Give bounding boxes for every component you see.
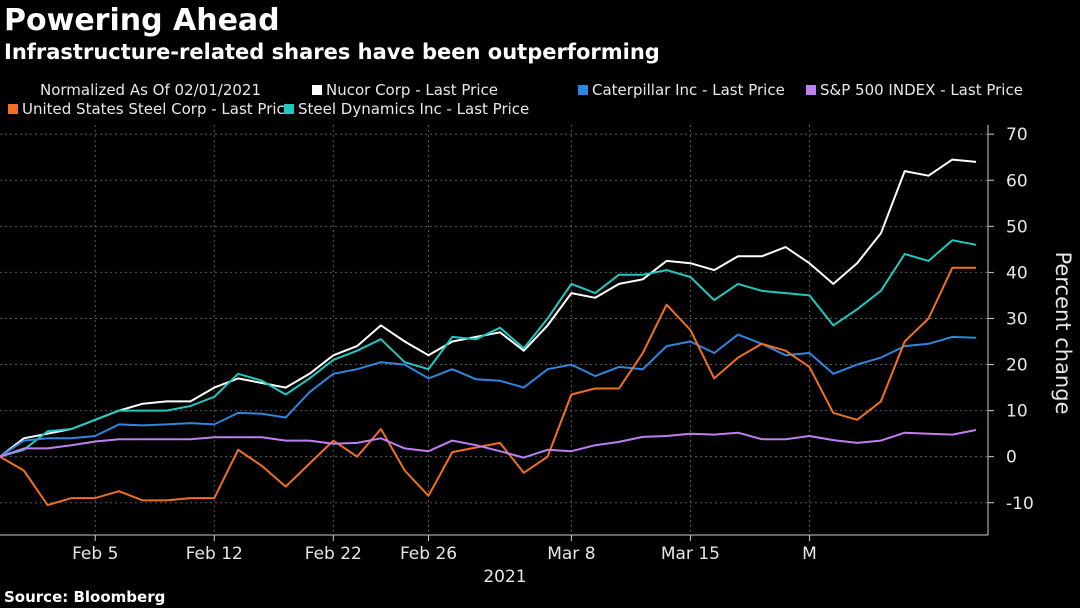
y-tick-label: 20 bbox=[1006, 356, 1028, 376]
legend-item-steel-dynamics: Steel Dynamics Inc - Last Price bbox=[284, 100, 529, 118]
x-year-label: 2021 bbox=[483, 567, 526, 587]
y-tick-label: 10 bbox=[1006, 402, 1028, 422]
chart-title: Powering Ahead bbox=[4, 3, 280, 38]
chart-subtitle: Infrastructure-related shares have been … bbox=[4, 40, 660, 64]
axis-layer: 70 60 50 40 30 20 10 0 -10 Feb 5 Feb 12 Feb 22 Feb 2… bbox=[0, 125, 1034, 587]
y-tick-label: 60 bbox=[1006, 171, 1028, 191]
x-tick-label: Mar 8 bbox=[547, 544, 595, 564]
y-axis-label: Percent change bbox=[1051, 252, 1075, 415]
legend-swatch-caterpillar bbox=[578, 85, 588, 95]
legend-swatch-nucor bbox=[312, 85, 322, 95]
series-line-united-states-steel-corp-last-price bbox=[0, 266, 977, 507]
legend-label-steel-dynamics: Steel Dynamics Inc - Last Price bbox=[298, 100, 530, 118]
x-tick-label: Feb 5 bbox=[72, 544, 118, 564]
y-tick-label: 0 bbox=[1006, 448, 1017, 468]
y-tick-label: -10 bbox=[1006, 494, 1034, 514]
x-tick-label: Mar 15 bbox=[661, 544, 720, 564]
legend-label-sp500: S&P 500 INDEX - Last Price bbox=[820, 81, 1023, 99]
x-tick-label: Feb 22 bbox=[305, 544, 362, 564]
legend-item-nucor: Nucor Corp - Last Price bbox=[312, 81, 498, 99]
y-tick-label: 70 bbox=[1006, 125, 1028, 145]
x-tick-label: Feb 26 bbox=[400, 544, 457, 564]
x-tick-label: M bbox=[802, 544, 817, 564]
y-tick-label: 40 bbox=[1006, 263, 1028, 283]
legend-item-caterpillar: Caterpillar Inc - Last Price bbox=[578, 81, 785, 99]
legend-label-us-steel: United States Steel Corp - Last Price bbox=[22, 100, 295, 118]
x-tick-label: Feb 12 bbox=[186, 544, 243, 564]
legend-item-us-steel: United States Steel Corp - Last Price bbox=[8, 100, 294, 118]
series-line-nucor-corp-last-price bbox=[0, 158, 977, 458]
y-tick-label: 50 bbox=[1006, 217, 1028, 237]
normalized-note: Normalized As Of 02/01/2021 bbox=[40, 81, 261, 99]
legend-swatch-us-steel bbox=[8, 104, 18, 114]
series-line-s-p-500-index-last-price bbox=[0, 429, 977, 459]
legend-swatch-sp500 bbox=[806, 85, 816, 95]
legend-item-sp500: S&P 500 INDEX - Last Price bbox=[806, 81, 1023, 99]
series-layer bbox=[0, 158, 977, 507]
series-line-caterpillar-inc-last-price bbox=[0, 333, 977, 458]
legend-swatch-steel-dynamics bbox=[284, 104, 294, 114]
source-note: Source: Bloomberg bbox=[4, 588, 166, 606]
legend-label-caterpillar: Caterpillar Inc - Last Price bbox=[592, 81, 785, 99]
y-tick-label: 30 bbox=[1006, 309, 1028, 329]
series-line-steel-dynamics-inc-last-price bbox=[0, 239, 977, 458]
legend-label-nucor: Nucor Corp - Last Price bbox=[326, 81, 498, 99]
